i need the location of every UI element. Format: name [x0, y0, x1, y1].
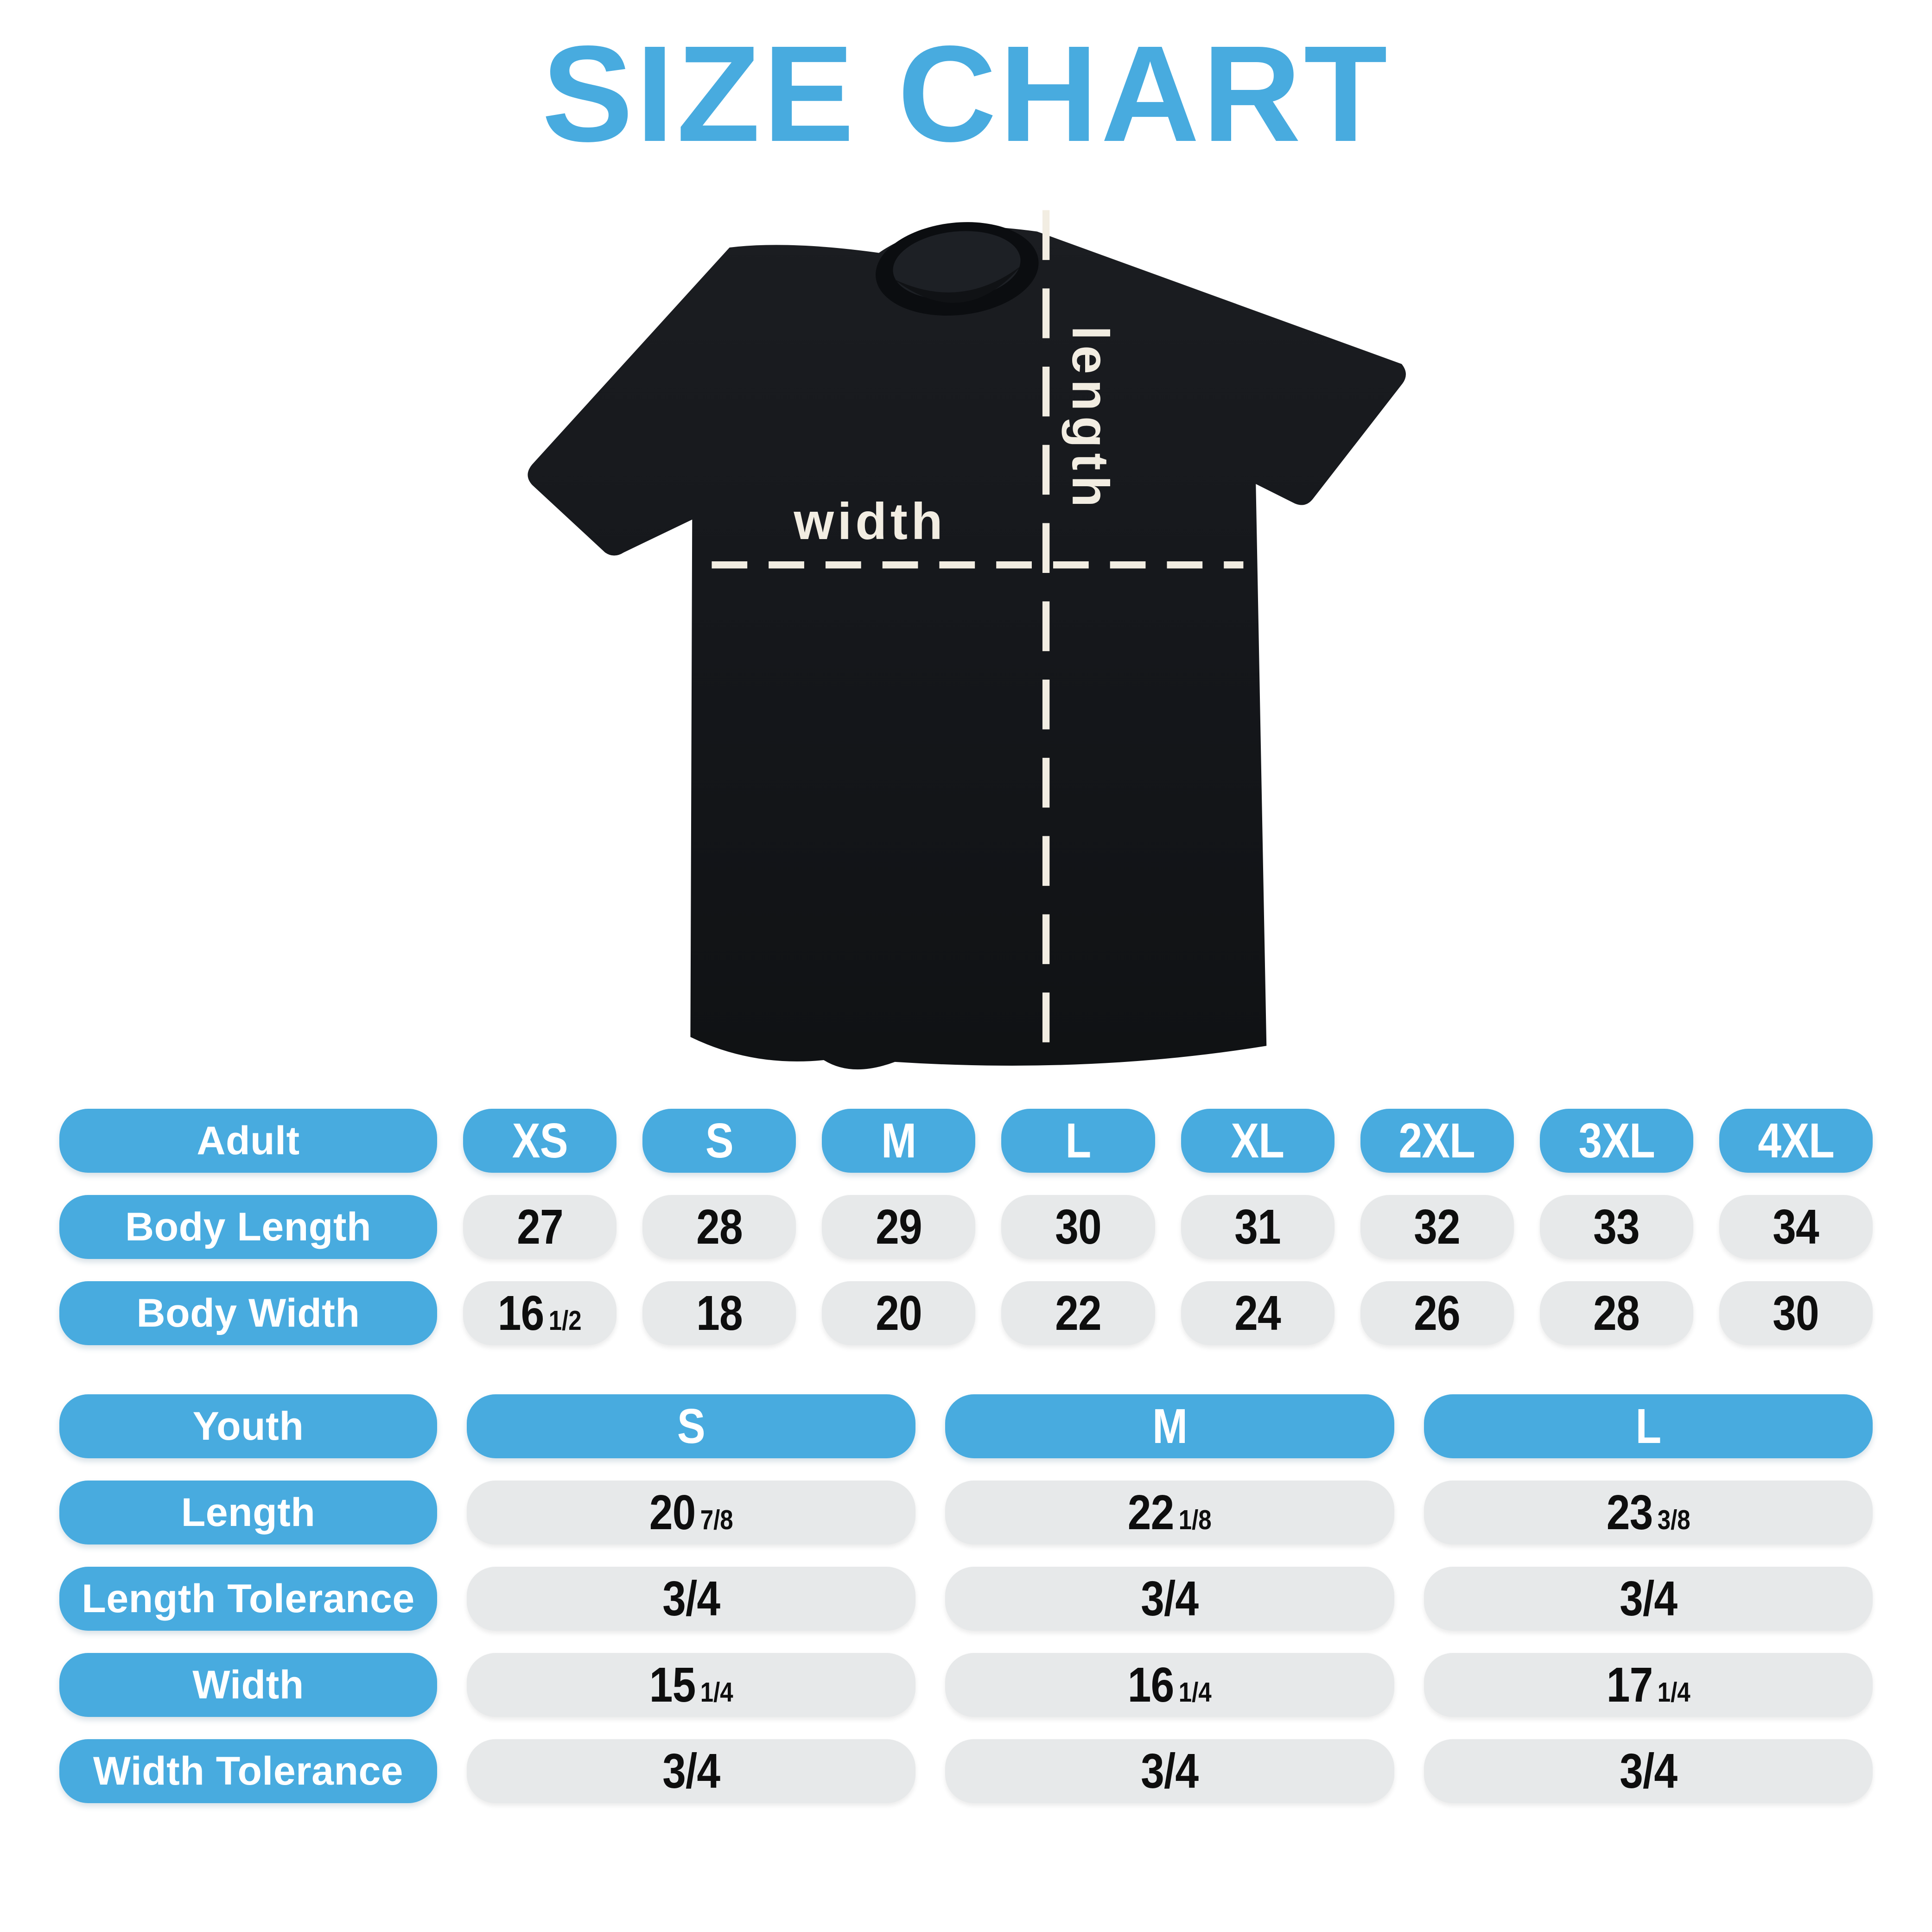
- tshirt-silhouette: [527, 226, 1406, 1070]
- value-cell: 15 1/4: [467, 1653, 916, 1717]
- value-cell: 28: [1539, 1281, 1693, 1345]
- value-cell: 16 1/4: [945, 1653, 1394, 1717]
- value-cell: 3/4: [945, 1739, 1394, 1803]
- page-title: SIZE CHART: [542, 17, 1390, 170]
- value-cell: 3/4: [467, 1739, 916, 1803]
- value-cell: 17 1/4: [1424, 1653, 1873, 1717]
- size-header-m: M: [945, 1394, 1394, 1458]
- table-row: Body Length 27 28 29 30 31 32 33 34: [59, 1195, 1873, 1259]
- value-cell: 23 3/8: [1424, 1481, 1873, 1544]
- value-cell: 27: [463, 1195, 617, 1259]
- row-label: Width: [59, 1653, 437, 1717]
- row-label: Length: [59, 1481, 437, 1544]
- size-header-xl: XL: [1181, 1109, 1335, 1173]
- value-cell: 34: [1719, 1195, 1873, 1259]
- value-cell: 29: [822, 1195, 976, 1259]
- group-label-adult: Adult: [59, 1109, 437, 1173]
- table-row: Length 20 7/8 22 1/8 23 3/8: [59, 1481, 1873, 1544]
- youth-size-table: Youth S M L Length 20 7/8 22 1/8 23 3/8 Length Tole…: [59, 1394, 1873, 1803]
- size-header-m: M: [822, 1109, 976, 1173]
- value-cell: 18: [642, 1281, 796, 1345]
- size-tables: Adult XS S M L XL 2XL 3XL 4XL Body Length 27 28 29 30…: [0, 1109, 1932, 1803]
- size-header-2xl: 2XL: [1360, 1109, 1514, 1173]
- value-cell: 24: [1181, 1281, 1335, 1345]
- table-header-row: Youth S M L: [59, 1394, 1873, 1458]
- table-row: Length Tolerance 3/4 3/4 3/4: [59, 1567, 1873, 1631]
- tshirt-collar: [876, 222, 1039, 316]
- size-header-l: L: [1424, 1394, 1873, 1458]
- value-cell: 22: [1001, 1281, 1155, 1345]
- width-label: width: [793, 492, 946, 550]
- value-cell: 26: [1360, 1281, 1514, 1345]
- row-label: Width Tolerance: [59, 1739, 437, 1803]
- size-header-4xl: 4XL: [1719, 1109, 1873, 1173]
- value-cell: 33: [1539, 1195, 1693, 1259]
- value-cell: 31: [1181, 1195, 1335, 1259]
- value-cell: 16 1/2: [463, 1281, 617, 1345]
- size-header-l: L: [1001, 1109, 1155, 1173]
- size-header-s: S: [642, 1109, 796, 1173]
- table-row: Width Tolerance 3/4 3/4 3/4: [59, 1739, 1873, 1803]
- table-header-row: Adult XS S M L XL 2XL 3XL 4XL: [59, 1109, 1873, 1173]
- tshirt-measurement-diagram: width length: [512, 204, 1420, 1071]
- length-label: length: [1061, 326, 1119, 513]
- value-cell: 22 1/8: [945, 1481, 1394, 1544]
- value-cell: 3/4: [1424, 1567, 1873, 1631]
- value-cell: 3/4: [945, 1567, 1394, 1631]
- value-cell: 30: [1719, 1281, 1873, 1345]
- row-label: Body Width: [59, 1281, 437, 1345]
- value-cell: 30: [1001, 1195, 1155, 1259]
- row-label: Body Length: [59, 1195, 437, 1259]
- group-label-youth: Youth: [59, 1394, 437, 1458]
- value-cell: 32: [1360, 1195, 1514, 1259]
- tshirt-image: width length: [527, 210, 1406, 1070]
- value-cell: 3/4: [1424, 1739, 1873, 1803]
- table-row: Width 15 1/4 16 1/4 17 1/4: [59, 1653, 1873, 1717]
- value-cell: 20 7/8: [467, 1481, 916, 1544]
- row-label: Length Tolerance: [59, 1567, 437, 1631]
- size-header-3xl: 3XL: [1539, 1109, 1693, 1173]
- value-cell: 3/4: [467, 1567, 916, 1631]
- size-header-s: S: [467, 1394, 916, 1458]
- size-header-xs: XS: [463, 1109, 617, 1173]
- table-row: Body Width 16 1/2 18 20 22 24 26 28 30: [59, 1281, 1873, 1345]
- adult-size-table: Adult XS S M L XL 2XL 3XL 4XL Body Length 27 28 29 30…: [59, 1109, 1873, 1345]
- value-cell: 20: [822, 1281, 976, 1345]
- value-cell: 28: [642, 1195, 796, 1259]
